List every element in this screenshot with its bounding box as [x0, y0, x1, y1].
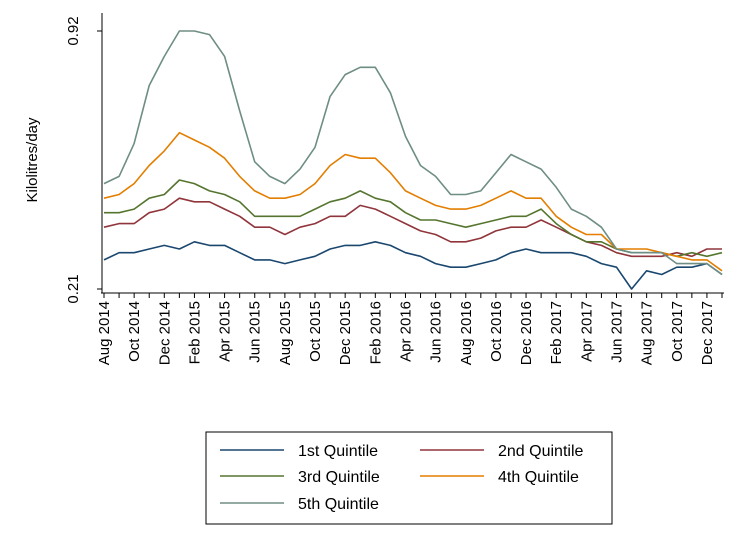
y-tick-label: 0.21 [65, 274, 82, 303]
x-tick-label: Apr 2015 [217, 301, 234, 362]
series-line-2 [103, 197, 722, 258]
series-line-1 [103, 241, 723, 290]
series-lines [103, 30, 723, 290]
legend-box [205, 431, 613, 525]
x-tick-label: Jun 2015 [247, 301, 264, 363]
legend-label-1: 1st Quintile [298, 443, 378, 460]
series-line-5 [103, 30, 723, 276]
x-tick-label: Aug 2015 [277, 301, 294, 365]
x-tick-label: Feb 2017 [548, 301, 565, 364]
y-axis-title: Kilolitres/day [24, 117, 41, 203]
x-tick-label: Oct 2016 [488, 301, 505, 362]
x-tick-label: Dec 2014 [156, 301, 173, 365]
x-axis: Aug 2014 Oct 2014 Dec 2014 Feb 2015 Apr 2015… [96, 293, 723, 365]
x-tick-label: Dec 2015 [337, 301, 354, 365]
x-tick-label: Apr 2017 [578, 301, 595, 362]
x-tick-label: Jun 2016 [428, 301, 445, 363]
x-tick-label: Apr 2016 [397, 301, 414, 362]
x-tick-label: Dec 2017 [699, 301, 716, 365]
legend-label-4: 4th Quintile [498, 469, 579, 486]
x-tick-label: Oct 2017 [669, 301, 686, 362]
legend-label-5: 5th Quintile [298, 496, 379, 513]
plot-frame [101, 13, 724, 294]
y-axis: 0.21 0.92 [65, 16, 102, 304]
x-tick-label: Jun 2017 [608, 301, 625, 363]
series-line-3 [104, 179, 723, 258]
x-tick-label: Feb 2015 [186, 301, 203, 364]
x-tick-label: Oct 2014 [126, 301, 143, 362]
x-tick-label: Feb 2016 [367, 301, 384, 364]
y-tick-label: 0.92 [65, 16, 82, 45]
x-tick-label: Oct 2015 [307, 301, 324, 362]
x-tick-label: Aug 2014 [96, 301, 113, 365]
legend-label-3: 3rd Quintile [298, 469, 380, 486]
x-tick-label: Aug 2016 [458, 301, 475, 365]
legend-label-2: 2nd Quintile [498, 443, 583, 460]
x-tick-label: Aug 2017 [639, 301, 656, 365]
legend: 1st Quintile 2nd Quintile 3rd Quintile 4th … [205, 431, 613, 525]
x-tick-label: Dec 2016 [518, 301, 535, 365]
